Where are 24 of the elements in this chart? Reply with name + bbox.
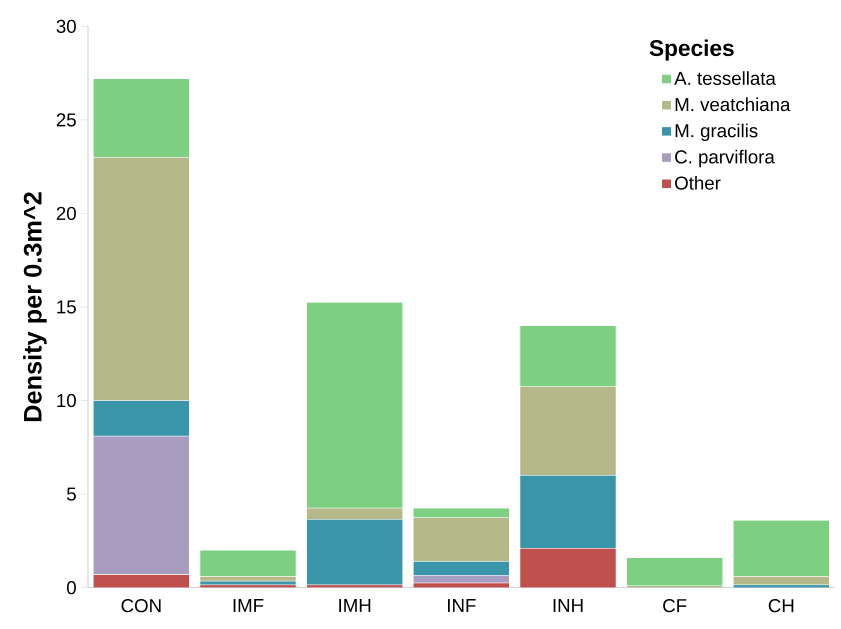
legend-label: A. tessellata [674, 71, 776, 85]
bar [626, 557, 723, 586]
legend-title: Species [650, 39, 734, 61]
x-tick-label: IMF [234, 599, 264, 612]
legend-label: M. veatchiana [676, 97, 790, 112]
y-tick-label: 5 [66, 488, 76, 501]
y-tick-label: 20 [56, 206, 76, 220]
y-axis-title: Density per 0.3m^2 [23, 192, 47, 422]
y-tick-label: 15 [57, 300, 76, 314]
x-tick-label: IMH [339, 599, 370, 612]
bar [200, 550, 296, 577]
x-tick-label: INF [448, 599, 476, 612]
x-tick-label: INH [554, 599, 583, 612]
legend-label: M. gracilis [676, 124, 758, 142]
y-tick-label: 10 [57, 394, 76, 408]
bar [200, 584, 296, 588]
y-tick-label: 0 [66, 581, 76, 594]
y-tick-label: 25 [56, 113, 76, 127]
legend-label: C. parviflora [675, 150, 775, 168]
x-tick-label: CON [122, 599, 161, 612]
x-tick-label: CF [663, 599, 686, 612]
x-tick-label: CH [768, 599, 794, 612]
legend-label: Other [675, 176, 721, 190]
y-tick-label: 30 [56, 20, 76, 33]
